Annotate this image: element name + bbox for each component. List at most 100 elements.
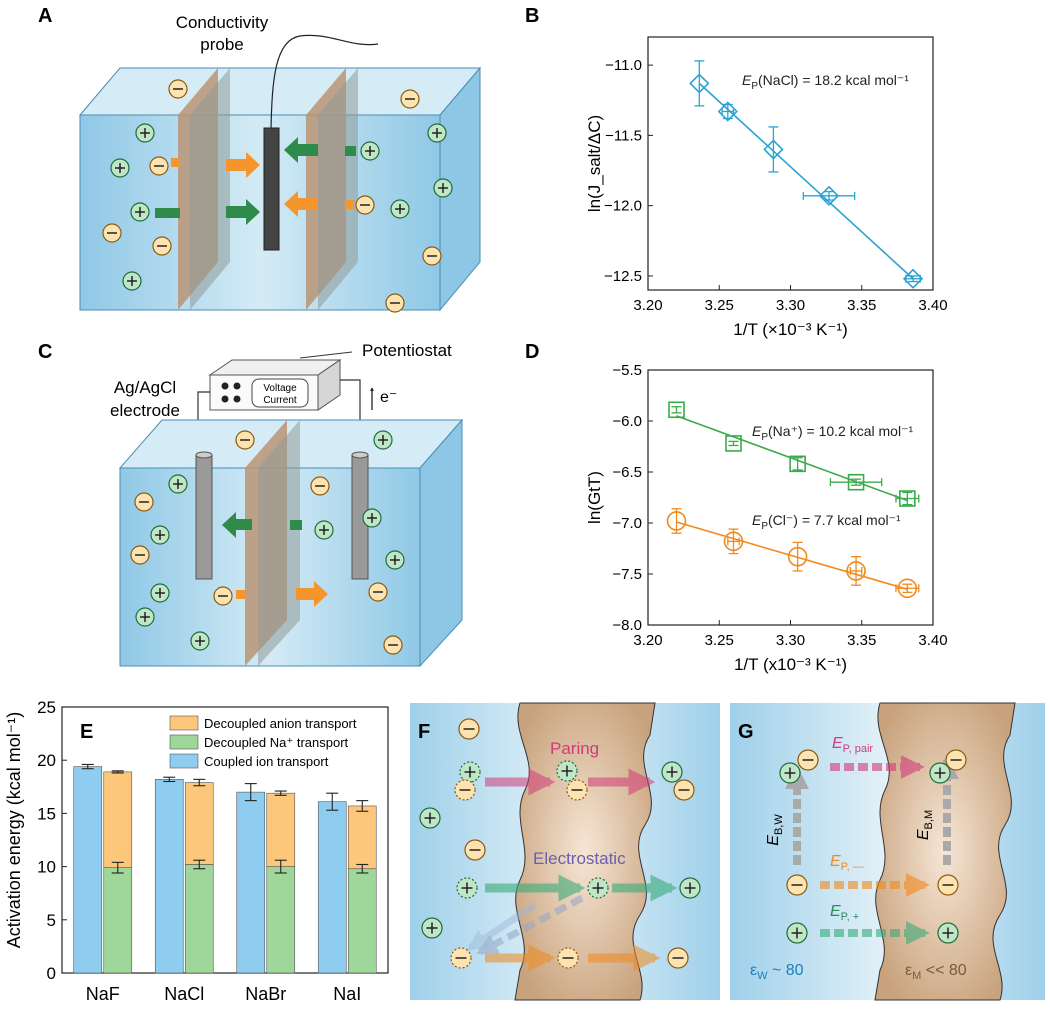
cation-icon (929, 762, 951, 784)
ep-plus-label: EP, + (830, 903, 859, 923)
cation-icon (150, 583, 170, 603)
x-tick-label: NaBr (245, 984, 286, 1004)
legend-swatch (169, 734, 199, 750)
fit-line (676, 415, 908, 502)
potentiostat-display (251, 378, 309, 408)
ebw-label: EB,W (765, 814, 785, 846)
anion-icon (102, 223, 122, 243)
x-tick-label: 3.30 (776, 297, 805, 314)
y-tick-label: −12.5 (604, 268, 642, 285)
cation-icon (360, 141, 380, 161)
data-point (725, 435, 742, 452)
panel-g-letter: G (738, 721, 754, 743)
membrane-c-face (258, 420, 300, 666)
electrode-left (195, 454, 213, 580)
anion-icon (134, 492, 154, 512)
cation-icon (373, 430, 393, 450)
data-point (787, 546, 808, 567)
y-tick-label: 0 (47, 964, 56, 983)
plot-frame (61, 706, 389, 974)
panel-b: B 3.20 3.25 3.30 3.35 3.40 −11.0 −11.5 −12.0 −12… (525, 5, 948, 339)
membrane-g (874, 702, 1016, 1001)
chart-b: 3.20 3.25 3.30 3.35 3.40 −11.0 −11.5 −12.0 −12.5… (585, 36, 948, 339)
cation-icon (314, 520, 334, 540)
fit-line (676, 521, 908, 591)
x-tick-label: 3.40 (918, 632, 947, 649)
cation-icon (556, 760, 578, 782)
data-point (899, 490, 916, 507)
data-point (818, 185, 840, 206)
panel-g: G EP, pair EP, — EP, + EB,W EB,M εW ~ 80… (730, 702, 1045, 1001)
plot-frame (647, 369, 934, 626)
x-tick-label: NaCl (164, 984, 204, 1004)
cation-icon (433, 178, 453, 198)
panel-a-letter: A (38, 5, 52, 27)
cation-icon (421, 917, 443, 939)
y-axis-label: Activation energy (kcal mol⁻¹) (4, 712, 24, 949)
cation-icon (362, 508, 382, 528)
cation-icon (427, 123, 447, 143)
anion-icon (566, 779, 588, 801)
bar-decoupled-na (266, 866, 296, 974)
anion-icon (673, 779, 695, 801)
data-point (897, 578, 918, 599)
bar-decoupled-na (103, 867, 133, 974)
y-tick-label: −8.0 (612, 617, 642, 634)
panel-c-letter: C (38, 341, 52, 363)
anion-icon (130, 545, 150, 565)
legend-swatch (169, 753, 199, 769)
cation-icon (122, 271, 142, 291)
anion-icon (152, 236, 172, 256)
x-axis-label: 1/T (×10⁻³ K⁻¹) (733, 320, 847, 339)
anion-icon (368, 582, 388, 602)
probe-label-1: Conductivity (176, 13, 269, 32)
x-tick-label: 3.35 (847, 297, 876, 314)
annotation-label: EP(Cl⁻) = 7.7 kcal mol⁻¹ (752, 512, 901, 532)
bar-decoupled-anion (347, 805, 377, 870)
panel-a: A Conductivity probe (38, 5, 482, 312)
eps-m-label: εM << 80 (905, 962, 967, 982)
y-tick-label: 20 (37, 751, 56, 770)
y-tick-label: −11.0 (605, 57, 642, 74)
y-axis-label: ln(J_salt/ΔC) (585, 115, 604, 212)
bar-coupled (154, 779, 184, 974)
panel-c: C Voltage Current Potentiostat e⁻ Ag/AgC… (38, 341, 464, 668)
anion-icon (310, 476, 330, 496)
bar-decoupled-na (347, 868, 377, 974)
anion-icon (355, 195, 375, 215)
cation-icon (135, 123, 155, 143)
ion-tail-orange-2 (345, 200, 354, 209)
eps-w-label: εW ~ 80 (750, 962, 804, 982)
y-tick-label: −7.5 (612, 566, 642, 583)
anion-icon (797, 749, 819, 771)
x-tick-label: NaI (333, 984, 361, 1004)
arrow-right-orange-c (296, 581, 328, 607)
cation-icon (110, 158, 130, 178)
anion-icon (454, 779, 476, 801)
arrow-right-orange-a1 (226, 152, 260, 178)
electrostatic-label: Electrostatic (533, 849, 626, 868)
ep-pair-label: EP, pair (832, 735, 873, 755)
y-tick-label: 10 (37, 858, 56, 877)
cation-icon (459, 761, 481, 783)
annotation-label: EP(NaCl) = 18.2 kcal mol⁻¹ (742, 72, 909, 92)
ion-tail-green-2 (345, 146, 356, 156)
data-point (846, 561, 866, 581)
cation-icon (786, 922, 808, 944)
x-tick-label: NaF (86, 984, 120, 1004)
panel-d: D 3.20 3.25 3.30 3.35 3.40 −5.5 −6.0 −6.5 −7.0 −7… (525, 341, 948, 674)
anion-icon (383, 635, 403, 655)
data-point (847, 473, 865, 491)
y-tick-label: −11.5 (605, 127, 642, 144)
fit-line (698, 82, 914, 280)
anion-icon (557, 947, 579, 969)
potentiostat-label: Potentiostat (362, 341, 452, 360)
data-point (717, 101, 738, 122)
arrow-left-green-a1 (284, 137, 318, 163)
anion-icon (937, 874, 959, 896)
annotation-label: EP(Na⁺) = 10.2 kcal mol⁻¹ (752, 423, 913, 443)
x-tick-label: 3.30 (776, 632, 805, 649)
cation-icon (130, 202, 150, 222)
cation-icon (168, 474, 188, 494)
